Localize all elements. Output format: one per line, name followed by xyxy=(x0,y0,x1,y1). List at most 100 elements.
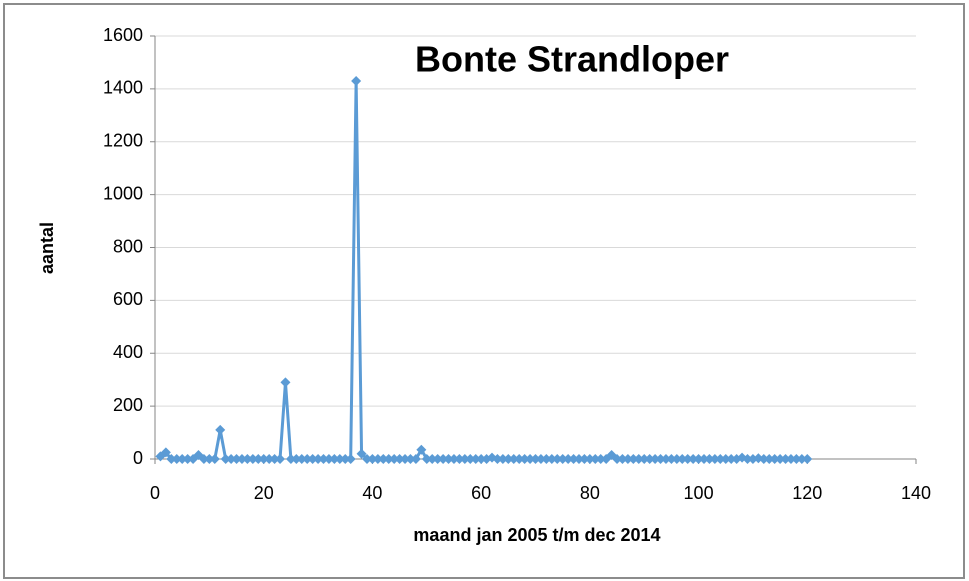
data-point xyxy=(573,454,584,464)
data-point xyxy=(307,454,318,464)
data-point xyxy=(780,454,791,464)
data-point xyxy=(796,454,807,464)
y-tick-label: 1400 xyxy=(103,78,143,98)
data-point xyxy=(525,454,536,464)
data-point xyxy=(688,454,699,464)
data-point xyxy=(497,454,508,464)
data-point xyxy=(476,454,487,464)
data-point xyxy=(204,454,215,464)
data-point xyxy=(660,454,671,464)
data-point xyxy=(535,454,546,464)
data-point xyxy=(329,454,340,464)
data-point xyxy=(160,447,171,458)
data-point xyxy=(492,454,503,464)
data-point xyxy=(367,454,378,464)
data-point xyxy=(454,454,465,464)
data-point xyxy=(769,454,780,464)
data-point xyxy=(704,454,715,464)
data-point xyxy=(715,454,726,464)
data-point xyxy=(546,454,557,464)
data-point xyxy=(557,454,568,464)
data-point xyxy=(372,454,383,464)
data-point xyxy=(639,454,650,464)
data-point xyxy=(296,454,307,464)
x-tick-label: 140 xyxy=(901,483,931,503)
y-tick-label: 600 xyxy=(113,289,143,309)
data-point xyxy=(291,454,302,464)
x-tick-label: 0 xyxy=(150,483,160,503)
data-point xyxy=(720,454,731,464)
data-point xyxy=(563,454,574,464)
data-point xyxy=(302,454,313,464)
y-axis-label: aantal xyxy=(37,222,57,274)
x-tick-label: 20 xyxy=(254,483,274,503)
data-point xyxy=(785,454,796,464)
data-point xyxy=(421,454,432,464)
data-point xyxy=(253,454,264,464)
data-point xyxy=(198,454,209,464)
data-point xyxy=(231,454,242,464)
data-point xyxy=(405,454,416,464)
y-tick-label: 400 xyxy=(113,342,143,362)
data-point xyxy=(285,454,296,464)
data-point xyxy=(318,454,329,464)
x-tick-label: 80 xyxy=(580,483,600,503)
data-point xyxy=(693,454,704,464)
data-point xyxy=(177,454,188,464)
y-tick-label: 1000 xyxy=(103,183,143,203)
data-point xyxy=(633,454,644,464)
data-point xyxy=(595,454,606,464)
data-point xyxy=(389,454,400,464)
data-point xyxy=(351,75,362,86)
data-point xyxy=(345,454,356,464)
data-point xyxy=(182,454,193,464)
data-point xyxy=(802,454,813,464)
data-point xyxy=(726,454,737,464)
data-point xyxy=(650,454,661,464)
data-point xyxy=(432,454,443,464)
data-point xyxy=(356,448,367,459)
data-point xyxy=(514,454,525,464)
chart-frame xyxy=(3,3,965,579)
data-point xyxy=(655,454,666,464)
data-point xyxy=(378,454,389,464)
data-point xyxy=(519,454,530,464)
data-point xyxy=(242,454,253,464)
data-point xyxy=(236,454,247,464)
y-tick-label: 1600 xyxy=(103,25,143,45)
data-point xyxy=(394,454,405,464)
data-point xyxy=(361,454,372,464)
data-point xyxy=(215,424,226,435)
data-point xyxy=(503,454,514,464)
data-point xyxy=(677,454,688,464)
data-point xyxy=(617,454,628,464)
data-point xyxy=(220,454,231,464)
data-point xyxy=(438,454,449,464)
data-point xyxy=(334,454,345,464)
data-point xyxy=(427,454,438,464)
data-point xyxy=(775,454,786,464)
chart-title: Bonte Strandloper xyxy=(415,39,729,80)
data-point xyxy=(764,454,775,464)
y-tick-label: 200 xyxy=(113,395,143,415)
data-point xyxy=(579,454,590,464)
x-tick-label: 120 xyxy=(792,483,822,503)
data-point xyxy=(340,454,351,464)
data-point xyxy=(622,454,633,464)
data-point xyxy=(323,454,334,464)
data-point xyxy=(247,454,258,464)
data-point xyxy=(590,454,601,464)
data-point xyxy=(742,454,753,464)
y-tick-label: 1200 xyxy=(103,131,143,151)
data-point xyxy=(612,454,623,464)
data-point xyxy=(465,454,476,464)
data-point xyxy=(410,454,421,464)
data-point xyxy=(269,454,280,464)
y-tick-label: 0 xyxy=(133,448,143,468)
data-point xyxy=(226,454,237,464)
data-point xyxy=(584,454,595,464)
data-point xyxy=(666,454,677,464)
data-point xyxy=(280,377,291,388)
data-point xyxy=(530,454,541,464)
